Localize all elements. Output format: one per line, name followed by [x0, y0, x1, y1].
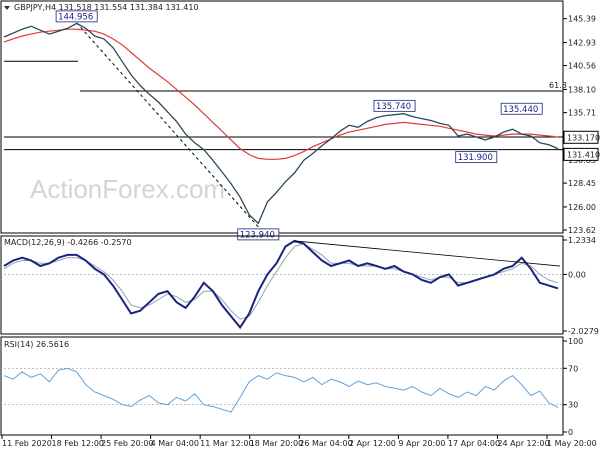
- price-tick-label: 140.56: [568, 62, 596, 71]
- x-tick-label: 18 Mar 20:00: [250, 439, 303, 448]
- rsi-tick-label: 70: [568, 364, 578, 373]
- price-tick-label: 135.71: [568, 109, 596, 118]
- rsi-tick-label: 0: [568, 428, 573, 437]
- price-value-label: 131.410: [567, 150, 600, 159]
- x-tick-label: 26 Mar 04:00: [299, 439, 352, 448]
- price-tick-label: 138.10: [568, 85, 596, 94]
- price-tick-label: 145.39: [568, 15, 596, 24]
- x-tick-label: 17 Apr 04:00: [448, 439, 500, 448]
- macd-panel: 1.2334 0.00 -2.0279 MACD(12,26,9) -0.4266 …: [0, 235, 599, 336]
- macd-line: [3, 239, 559, 330]
- x-tick-label: 1 May 20:00: [547, 439, 597, 448]
- ma-value-box: [563, 130, 599, 144]
- x-tick-label: 4 Mar 04:00: [151, 439, 199, 448]
- macd-tick-label: 1.2334: [568, 236, 596, 245]
- annotation-box: [55, 10, 98, 23]
- price-line: [3, 22, 559, 225]
- annotation-box: [455, 151, 498, 164]
- annotation-box: [237, 228, 280, 241]
- macd-title: MACD(12,26,9) -0.4266 -0.2570: [4, 238, 132, 247]
- macd-tick-label: -2.0279: [568, 327, 599, 336]
- annotation-label: 135.740: [376, 102, 411, 112]
- annotation-label: 123.940: [240, 230, 275, 240]
- macd-divergence-line: [294, 240, 561, 267]
- price-tick-label: 142.93: [568, 39, 596, 48]
- symbol-header: GBPJPY,H4 131.518 131.554 131.384 131.41…: [14, 3, 199, 12]
- rsi-tick-label: 100: [568, 337, 583, 346]
- x-tick-label: 25 Feb 20:00: [101, 439, 153, 448]
- annotation-box: [373, 99, 416, 112]
- watermark: ActionForex.com: [30, 174, 225, 204]
- price-tick-label: 123.62: [568, 226, 596, 235]
- annotation-box: [500, 102, 543, 115]
- annotation-label: 135.440: [503, 105, 538, 115]
- x-tick-label: 9 Apr 20:00: [398, 439, 445, 448]
- rsi-line: [3, 367, 559, 413]
- rsi-title: RSI(14) 26.5616: [4, 340, 69, 349]
- price-tick-label: 128.45: [568, 179, 596, 188]
- rsi-tick-label: 30: [568, 401, 578, 410]
- x-tick-label: 11 Feb 2020: [2, 439, 52, 448]
- fib-label: 61.8: [549, 81, 567, 90]
- annotation-label: 131.900: [458, 153, 493, 163]
- x-tick-label: 11 Mar 12:00: [200, 439, 253, 448]
- price-panel: ActionForex.com 61.8 144.956 123.940 135.7…: [0, 0, 600, 241]
- price-tick-label: 126.00: [568, 203, 596, 212]
- annotation-label: 144.956: [58, 12, 93, 22]
- ma-value-label: 133.170: [567, 133, 600, 142]
- x-tick-label: 18 Feb 12:00: [52, 439, 104, 448]
- price-value-box: [563, 147, 599, 161]
- x-tick-label: 24 Apr 12:00: [497, 439, 549, 448]
- moving-average-line: [3, 28, 559, 160]
- x-tick-label: 2 Apr 12:00: [349, 439, 396, 448]
- macd-tick-label: 0.00: [568, 270, 586, 279]
- rsi-panel: 100 70 30 0 RSI(14) 26.5616: [0, 336, 583, 437]
- collapse-arrow-icon[interactable]: [4, 6, 10, 10]
